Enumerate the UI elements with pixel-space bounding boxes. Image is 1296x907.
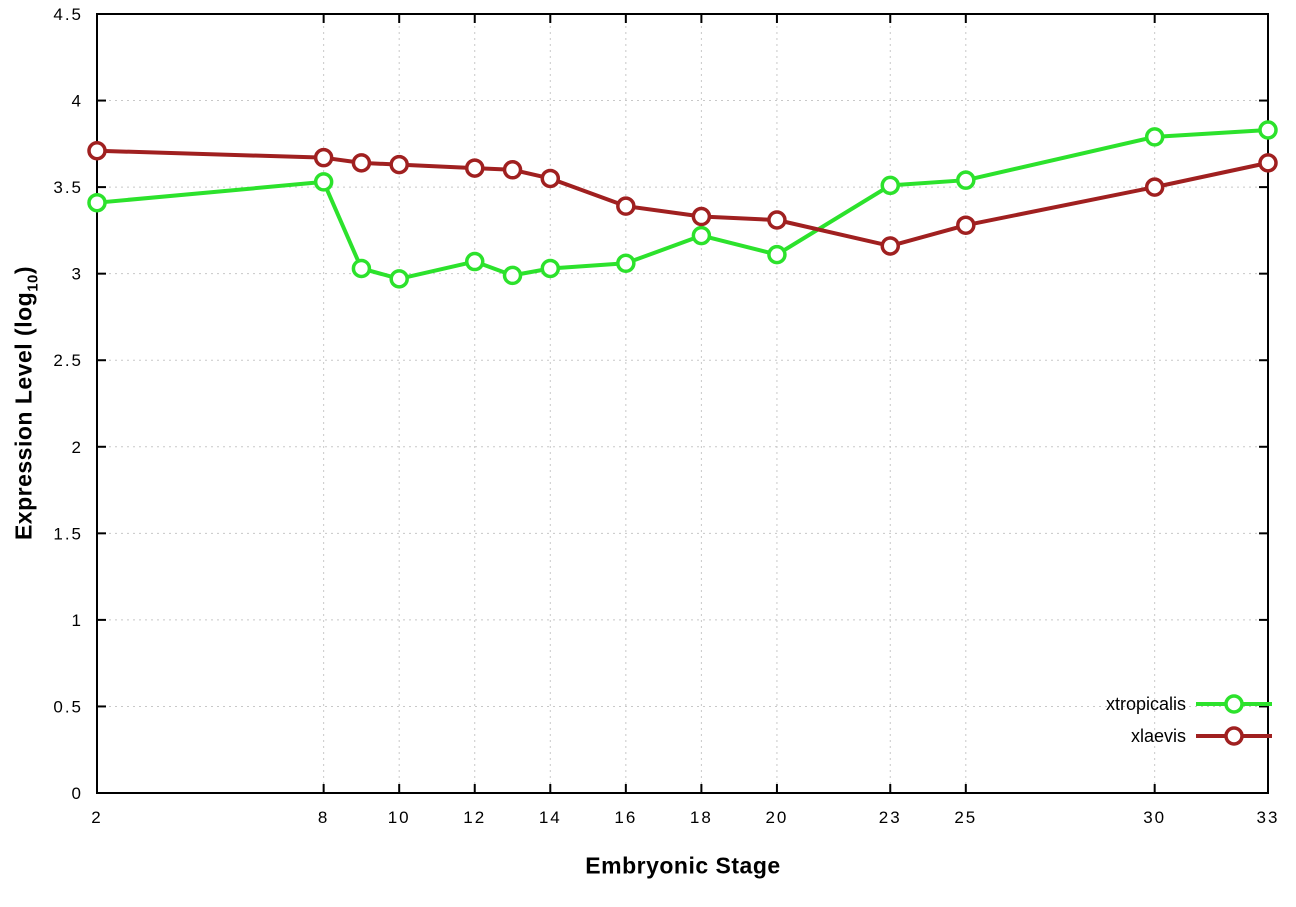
data-point-xlaevis: [880, 236, 901, 256]
x-axis-label: Embryonic Stage: [585, 852, 781, 879]
y-tick-label: 0.5: [53, 697, 83, 716]
x-tick-label: 16: [614, 808, 637, 827]
y-axis-label-close: ): [10, 265, 37, 275]
y-tick-label: 3: [72, 265, 83, 284]
x-tick-label: 30: [1143, 808, 1166, 827]
data-point-xlaevis: [540, 168, 561, 189]
data-point-xlaevis: [313, 147, 334, 168]
y-axis-label: Expression Level (log10): [11, 266, 42, 540]
data-point-xtropicalis: [956, 170, 976, 190]
y-tick-label: 0: [72, 784, 83, 803]
x-tick-label: 8: [318, 808, 329, 827]
data-point-xlaevis: [87, 141, 107, 161]
data-point-xlaevis: [1258, 153, 1278, 173]
x-tick-label: 18: [690, 808, 713, 827]
y-tick-label: 2: [72, 438, 83, 457]
data-point-xlaevis: [1144, 177, 1165, 197]
data-point-xtropicalis: [691, 225, 712, 246]
x-tick-label: 10: [388, 808, 411, 827]
data-point-xtropicalis: [1258, 120, 1278, 140]
data-point-xtropicalis: [767, 244, 787, 265]
series-line-xlaevis: [95, 148, 1270, 248]
series-line-xtropicalis: [95, 127, 1270, 281]
data-point-xtropicalis: [540, 258, 561, 279]
y-tick-label: 1.5: [53, 524, 83, 543]
data-point-xlaevis: [616, 196, 636, 216]
x-tick-label: 20: [765, 808, 788, 827]
x-tick-label: 25: [954, 808, 977, 827]
legend-label-xtropicalis: xtropicalis: [1106, 694, 1186, 714]
plot-border: [96, 13, 1269, 794]
y-tick-label: 4.5: [53, 5, 83, 24]
legend-label-xlaevis: xlaevis: [1131, 726, 1186, 746]
data-point-xlaevis: [351, 153, 372, 173]
y-tick-label: 2.5: [53, 351, 83, 370]
data-point-xtropicalis: [1144, 127, 1165, 147]
y-tick-label: 4: [72, 92, 83, 111]
data-point-xtropicalis: [313, 172, 334, 192]
data-point-xlaevis: [956, 215, 976, 235]
legend-sample-marker-xtropicalis: [1224, 694, 1244, 714]
x-tick-label: 2: [91, 808, 102, 827]
data-point-xlaevis: [464, 158, 485, 178]
data-point-xtropicalis: [502, 265, 523, 286]
data-point-xlaevis: [691, 206, 712, 227]
data-point-xtropicalis: [880, 175, 901, 196]
data-point-xlaevis: [502, 160, 523, 180]
x-tick-label: 33: [1257, 808, 1280, 827]
y-tick-label: 1: [72, 611, 83, 630]
x-tick-label: 14: [539, 808, 562, 827]
data-point-xtropicalis: [87, 192, 107, 213]
y-axis-label-text: Expression Level (log: [10, 291, 37, 541]
data-point-xlaevis: [389, 154, 409, 175]
data-point-xtropicalis: [464, 251, 485, 272]
data-point-xtropicalis: [351, 258, 372, 279]
data-point-xtropicalis: [389, 269, 409, 289]
y-tick-label: 3.5: [53, 178, 83, 197]
x-tick-label: 12: [463, 808, 486, 827]
x-tick-label: 23: [879, 808, 902, 827]
legend-sample-marker-xlaevis: [1224, 726, 1244, 746]
data-point-xtropicalis: [616, 253, 636, 274]
y-axis-label-subscript: 10: [24, 274, 42, 292]
data-point-xlaevis: [767, 210, 787, 230]
